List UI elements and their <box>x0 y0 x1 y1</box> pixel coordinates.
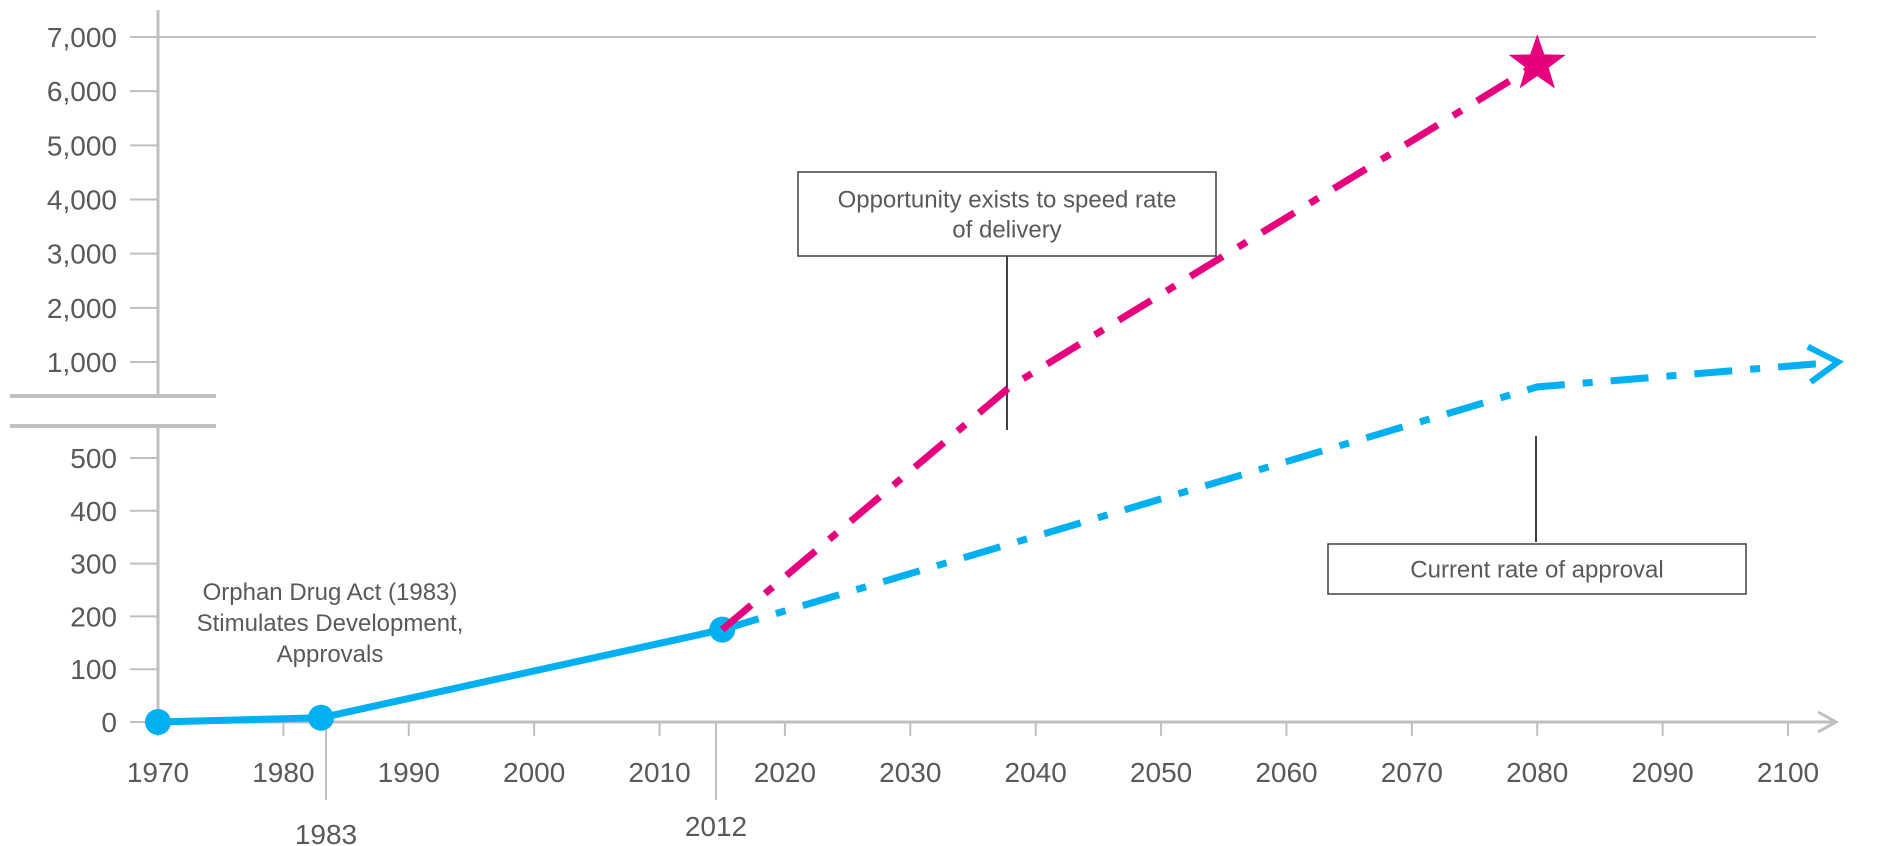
x-tick-label-2000: 2000 <box>503 757 565 788</box>
x-tick-label-2010: 2010 <box>628 757 690 788</box>
orphan-annotation-text-2: Approvals <box>277 641 384 668</box>
ticks: 1970 1980 1990 2000 2010 2020 2030 2040 2050 2060… <box>47 22 1819 846</box>
y-tick-label-3000: 3,000 <box>47 239 117 270</box>
leader-lines <box>1006 256 1537 542</box>
x-tick-label-2020: 2020 <box>754 757 816 788</box>
x-tick-label-2050: 2050 <box>1130 757 1192 788</box>
star-marker <box>1508 34 1566 89</box>
marked-year-label-1983: 1983 <box>295 819 357 846</box>
x-tick-label-2060: 2060 <box>1255 757 1317 788</box>
data-point-1970 <box>145 709 171 735</box>
y-tick-label-400: 400 <box>70 496 117 527</box>
y-tick-label-2000: 2,000 <box>47 293 117 324</box>
x-tick-label-2040: 2040 <box>1005 757 1067 788</box>
x-tick-label-2090: 2090 <box>1631 757 1693 788</box>
opportunity-callout-box <box>797 171 1217 257</box>
y-tick-label-5000: 5,000 <box>47 130 117 161</box>
x-tick-label-1970: 1970 <box>127 757 189 788</box>
y-tick-label-300: 300 <box>70 549 117 580</box>
x-tick-label-2030: 2030 <box>879 757 941 788</box>
x-tick-label-2070: 2070 <box>1381 757 1443 788</box>
orphan-annotation-text-0: Orphan Drug Act (1983) <box>203 579 458 606</box>
current-callout-text-0: Current rate of approval <box>1410 556 1663 583</box>
x-tick-label-2080: 2080 <box>1506 757 1568 788</box>
opportunity-callout-text-0: Opportunity exists to speed rate <box>838 186 1177 213</box>
x-tick-label-2100: 2100 <box>1757 757 1819 788</box>
series-line-2 <box>719 61 1540 633</box>
y-tick-label-100: 100 <box>70 654 117 685</box>
y-tick-label-200: 200 <box>70 601 117 632</box>
marked-year-label-2012: 2012 <box>685 811 747 842</box>
y-tick-label-4000: 4,000 <box>47 185 117 216</box>
axes <box>10 10 1840 734</box>
y-tick-label-1000: 1,000 <box>47 347 117 378</box>
y-tick-label-0: 0 <box>101 707 117 738</box>
series-line-0 <box>157 626 723 726</box>
arrowhead-marker <box>1806 344 1844 385</box>
x-axis-arrowhead <box>1817 710 1840 734</box>
data-point-1983 <box>308 704 334 731</box>
opportunity-callout-text-1: of delivery <box>952 216 1061 243</box>
x-tick-label-1980: 1980 <box>252 757 314 788</box>
y-tick-label-7000: 7,000 <box>47 22 117 53</box>
current-callout-box <box>1327 543 1747 595</box>
callouts: Orphan Drug Act (1983) Stimulates Develop… <box>197 171 1747 668</box>
series-line-1 <box>721 358 1839 633</box>
series-lines <box>145 34 1844 735</box>
y-tick-label-500: 500 <box>70 443 117 474</box>
y-tick-label-6000: 6,000 <box>47 76 117 107</box>
orphan-annotation-text-1: Stimulates Development, <box>197 610 464 637</box>
x-tick-label-1990: 1990 <box>378 757 440 788</box>
